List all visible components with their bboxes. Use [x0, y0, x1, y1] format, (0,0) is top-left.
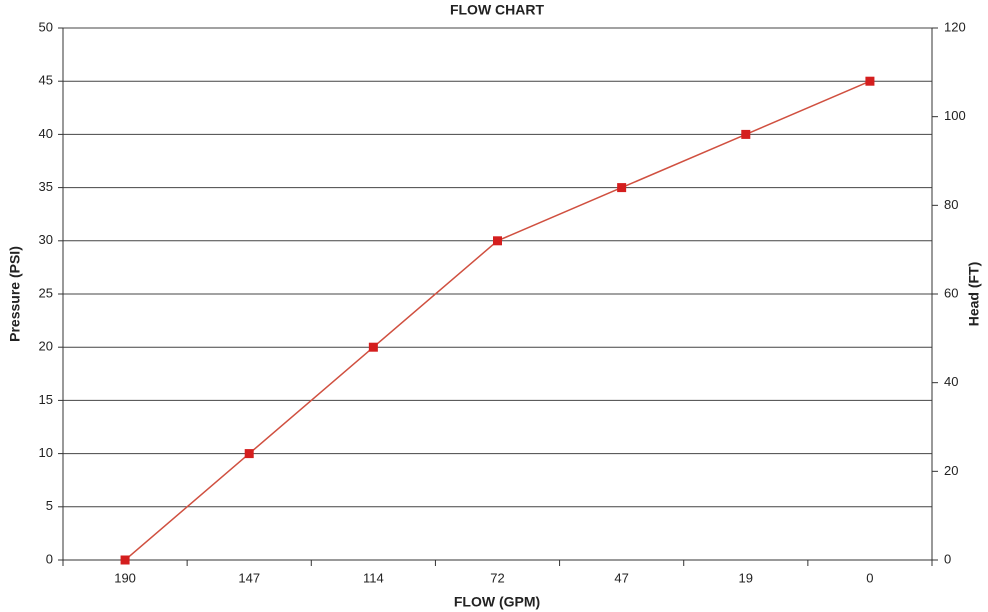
- y-tick-label: 0: [46, 551, 53, 566]
- y2-tick-label: 0: [944, 551, 951, 566]
- y2-tick-label: 40: [944, 374, 958, 389]
- data-point: [120, 555, 130, 565]
- y-axis-label: Pressure (PSI): [7, 246, 23, 342]
- y-tick-label: 50: [39, 19, 53, 34]
- x-tick-label: 0: [866, 570, 873, 585]
- y-tick-label: 25: [39, 285, 53, 300]
- data-point: [617, 183, 627, 193]
- y-tick-label: 10: [39, 445, 53, 460]
- y2-axis-label: Head (FT): [966, 262, 982, 327]
- data-point: [368, 342, 378, 352]
- x-tick-label: 147: [238, 570, 260, 585]
- data-line: [124, 80, 871, 561]
- y-tick-label: 5: [46, 498, 53, 513]
- y-tick-label: 15: [39, 392, 53, 407]
- x-tick-label: 72: [490, 570, 504, 585]
- data-point: [493, 236, 502, 246]
- data-point: [865, 76, 875, 86]
- x-axis-label: FLOW (GPM): [454, 594, 540, 610]
- y-tick-label: 30: [39, 232, 53, 247]
- x-tick-label: 47: [614, 570, 628, 585]
- y2-tick-label: 100: [944, 108, 966, 123]
- data-point: [244, 449, 254, 459]
- chart-title: FLOW CHART: [450, 2, 545, 18]
- y-tick-label: 45: [39, 73, 53, 88]
- x-tick-label: 19: [739, 570, 753, 585]
- data-point: [741, 129, 751, 139]
- y2-tick-label: 80: [944, 197, 958, 212]
- y-tick-label: 35: [39, 179, 53, 194]
- y2-tick-label: 120: [944, 19, 966, 34]
- y2-tick-label: 60: [944, 285, 958, 300]
- x-tick-label: 114: [363, 570, 384, 585]
- y-tick-label: 20: [39, 339, 53, 354]
- y2-tick-label: 20: [944, 463, 958, 478]
- x-tick-label: 190: [114, 570, 136, 585]
- y-tick-label: 40: [39, 126, 53, 141]
